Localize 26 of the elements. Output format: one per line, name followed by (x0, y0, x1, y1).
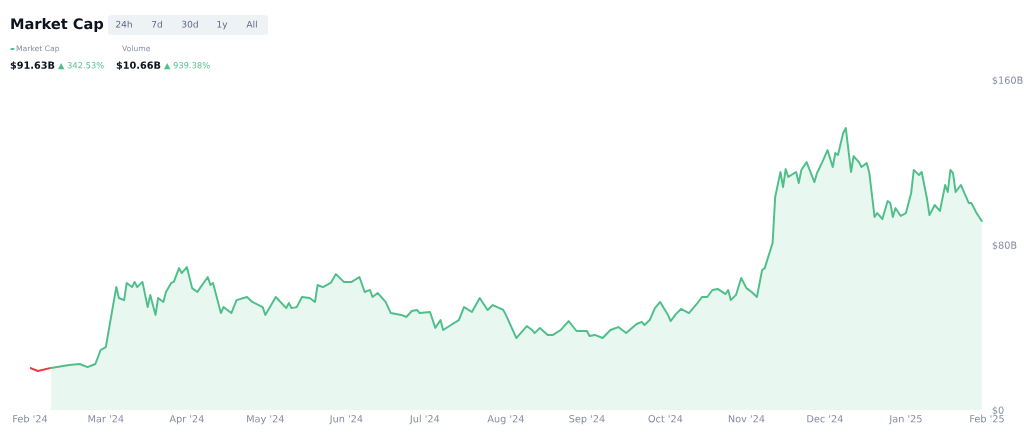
x-tick-label: Oct '24 (648, 415, 683, 423)
x-tick-label: Apr '24 (169, 415, 204, 425)
x-tick-label: Sep '24 (569, 415, 605, 425)
text: $91.63B (10, 61, 55, 71)
text: 1y (217, 20, 228, 30)
x-tick-label: Feb '25 (970, 414, 1004, 423)
x-tick-label: Nov '24 (728, 415, 765, 423)
x-tick-label: Dec '24 (807, 415, 843, 423)
text: ▲ 342.53% (58, 62, 104, 70)
x-tick-label: Mar '24 (88, 415, 124, 423)
x-tick-label: Feb '24 (13, 414, 48, 423)
x-tick-label: May '24 (247, 415, 284, 425)
x-tick-label: Aug '24 (487, 415, 524, 425)
text: $10.66B (116, 61, 161, 71)
text: 30d (182, 20, 198, 28)
x-tick-label: Jul '24 (409, 414, 440, 425)
y-tick-label: $80B (992, 241, 1017, 251)
text: ▲ 939.38% (164, 62, 210, 70)
text: All (246, 20, 257, 28)
text: 7d (152, 20, 162, 28)
y-tick-label: $0 (992, 406, 1004, 416)
text: 24h (116, 20, 132, 28)
y-tick-label: $160B (992, 76, 1023, 86)
x-tick-label: Jun '24 (329, 415, 363, 425)
chart-title: Market Cap (11, 17, 104, 33)
x-tick-label: Jan '25 (888, 415, 922, 425)
